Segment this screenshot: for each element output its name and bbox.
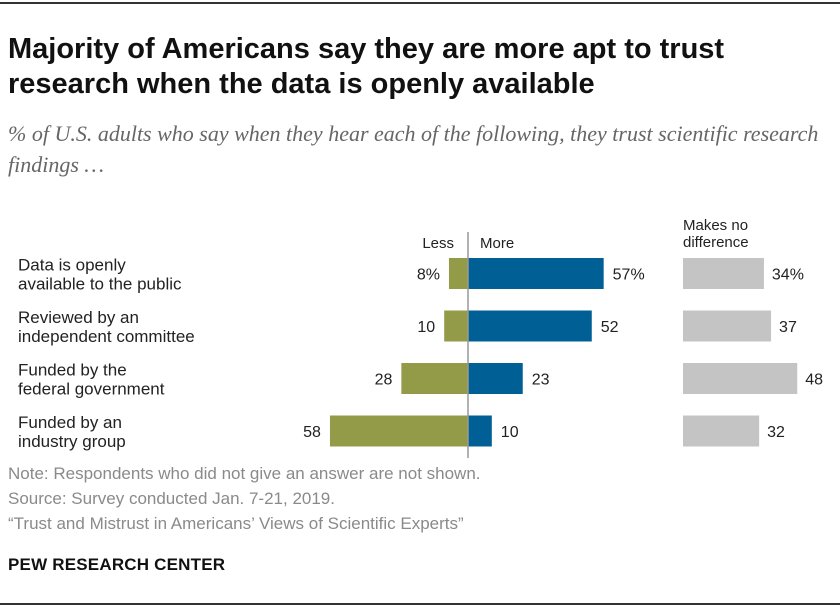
bar-no-difference-3	[683, 363, 798, 394]
bar-no-difference-4	[683, 415, 760, 447]
label-more-3: 23	[532, 372, 550, 389]
bar-less-4	[329, 415, 468, 447]
label-no-difference-3: 48	[805, 372, 823, 389]
top-rule	[0, 2, 840, 4]
legend-no-difference-line-1: Makes no	[683, 217, 748, 234]
category-label-2-line-2: independent committee	[18, 327, 195, 346]
category-label-2-line-1: Reviewed by an	[18, 308, 139, 327]
category-label-4-line-1: Funded by an	[18, 413, 122, 432]
label-no-difference-2: 37	[779, 319, 797, 336]
bar-more-4	[468, 415, 492, 447]
bar-no-difference-1	[683, 258, 764, 289]
bar-more-3	[468, 363, 523, 394]
bar-more-2	[468, 310, 592, 342]
chart-notes: Note: Respondents who did not give an an…	[8, 461, 828, 536]
category-label-4-line-2: industry group	[18, 432, 126, 451]
pew-logo-text: PEW RESEARCH CENTER	[8, 555, 226, 574]
label-more-2: 52	[601, 319, 619, 336]
legend-more: More	[480, 235, 514, 252]
label-less-1: 8%	[417, 267, 440, 284]
category-label-3-line-1: Funded by the	[18, 361, 127, 380]
legend-less: Less	[422, 235, 454, 252]
label-more-1: 57%	[613, 267, 645, 284]
bar-less-1	[448, 258, 468, 289]
label-more-4: 10	[501, 424, 519, 441]
bar-no-difference-2	[683, 310, 772, 342]
category-label-3-line-2: federal government	[18, 380, 165, 399]
category-label-1-line-1: Data is openly	[18, 256, 126, 275]
note-text: Note: Respondents who did not give an an…	[8, 464, 481, 483]
label-no-difference-1: 34%	[772, 267, 804, 284]
label-less-3: 28	[375, 372, 393, 389]
chart-subtitle: % of U.S. adults who say when they hear …	[8, 121, 819, 177]
category-label-1-line-2: available to the public	[18, 275, 182, 294]
label-less-2: 10	[417, 319, 435, 336]
legend-no-difference-line-2: difference	[683, 234, 749, 251]
report-title: “Trust and Mistrust in Americans’ Views …	[8, 514, 464, 533]
bar-more-1	[468, 258, 604, 289]
bar-less-2	[444, 310, 468, 342]
source-text: Source: Survey conducted Jan. 7-21, 2019…	[8, 489, 335, 508]
label-less-4: 58	[303, 424, 321, 441]
chart-title: Majority of Americans say they are more …	[8, 33, 725, 100]
bar-less-3	[401, 363, 468, 394]
bottom-rule	[0, 603, 840, 605]
label-no-difference-4: 32	[767, 424, 785, 441]
